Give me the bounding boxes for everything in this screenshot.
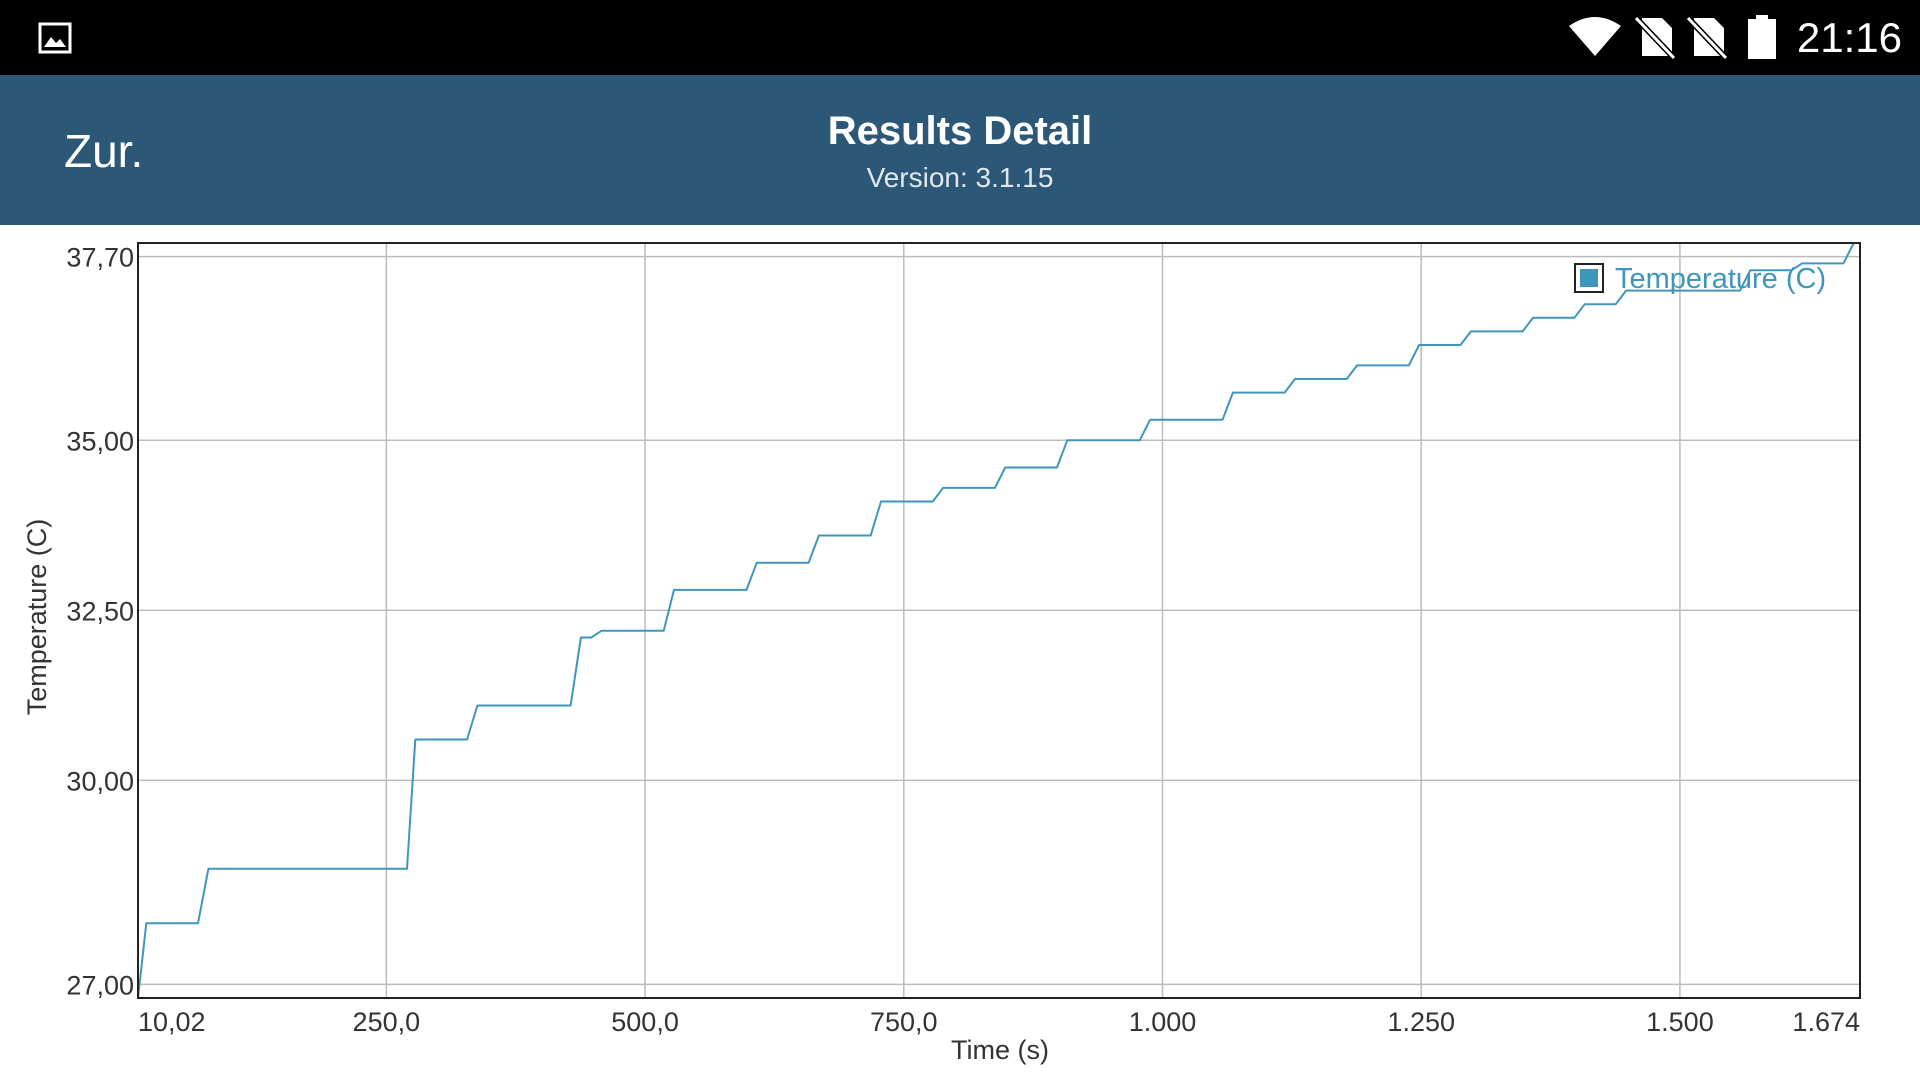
no-sim-icon [1686,15,1728,60]
status-bar: 21:16 [0,0,1920,75]
back-button[interactable]: Zur. [64,125,144,177]
app-bar: Zur. Results Detail Version: 3.1.15 [0,75,1920,225]
chart-canvas: 10,02 250,0 500,0 750,0 1.000 1.250 1.500 1.674… [22,242,1861,1065]
y-tick-label: 32,50 [66,596,134,626]
x-tick-label: 1.000 [1129,1007,1197,1037]
x-tick-label: 10,02 [138,1007,206,1037]
y-axis-label: Temperature (C) [22,519,52,716]
plot-border [137,242,1861,999]
chart-grid [138,243,1860,998]
legend-entry-temperature: Temperature (C) [1615,263,1826,295]
x-axis-ticks: 10,02 250,0 500,0 750,0 1.000 1.250 1.500 1.674 [138,1007,1860,1037]
wifi-icon [1569,17,1621,56]
legend-swatch [1580,269,1598,287]
no-sim-icon [1634,15,1676,60]
series-line-temperature [137,242,1855,999]
x-axis-label: Time (s) [951,1035,1049,1065]
temperature-chart: 10,02 250,0 500,0 750,0 1.000 1.250 1.500 1.674… [0,225,1920,1080]
y-tick-label: 27,00 [66,970,134,1000]
x-tick-label: 250,0 [353,1007,421,1037]
battery-icon [1748,15,1776,59]
chart-series-layer [137,242,1855,999]
x-tick-label: 1.674 [1792,1007,1860,1037]
x-tick-label: 1.500 [1646,1007,1714,1037]
gallery-icon [38,22,72,54]
chart-legend: Temperature (C) [1574,263,1826,295]
y-tick-label: 30,00 [66,766,134,796]
status-clock: 21:16 [1796,14,1902,61]
x-tick-label: 1.250 [1387,1007,1455,1037]
page-title: Results Detail [827,109,1093,153]
version-subtitle: Version: 3.1.15 [866,162,1054,193]
y-tick-label: 37,70 [66,243,134,273]
y-tick-label: 35,00 [66,426,134,456]
x-tick-label: 500,0 [611,1007,679,1037]
x-tick-label: 750,0 [870,1007,938,1037]
y-axis-ticks: 27,00 30,00 32,50 35,00 37,70 [66,243,134,1001]
